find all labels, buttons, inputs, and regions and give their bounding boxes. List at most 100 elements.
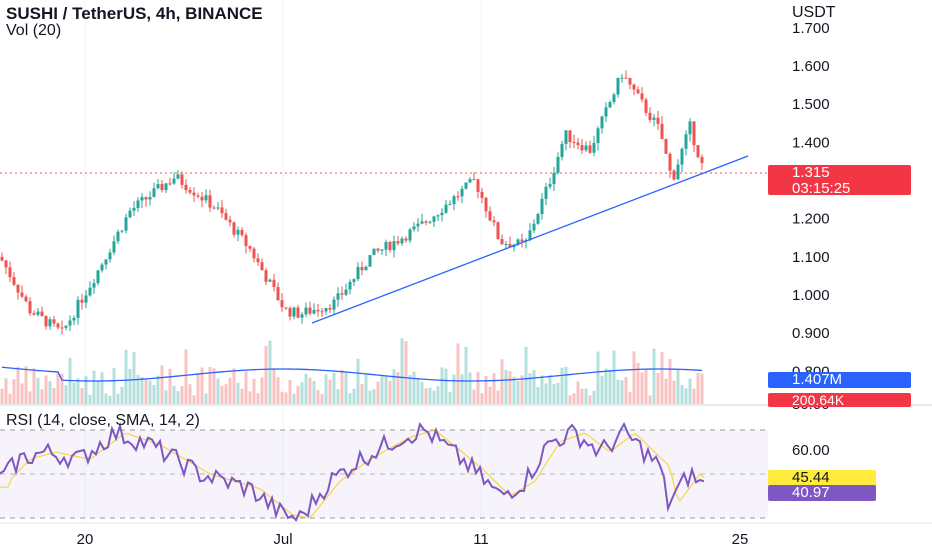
volume-bar: [264, 345, 268, 404]
volume-bar: [400, 338, 404, 404]
volume-bar: [624, 377, 628, 404]
candle-body: [252, 248, 256, 259]
chart-title[interactable]: SUSHI / TetherUS, 4h, BINANCE: [6, 4, 263, 23]
candle-body: [48, 319, 52, 327]
candle-body: [64, 325, 68, 328]
candle-body: [16, 284, 20, 293]
candle-body: [336, 293, 340, 300]
volume-bar: [156, 375, 160, 404]
volume-bar: [508, 371, 512, 404]
candle-body: [320, 311, 324, 313]
volume-bar: [184, 349, 188, 404]
candle-body: [664, 139, 668, 154]
volume-bar: [360, 384, 364, 404]
price-tick-label: 1.100: [792, 249, 830, 266]
volume-bar: [204, 393, 208, 404]
volume-bar: [496, 390, 500, 404]
candle-body: [480, 191, 484, 198]
volume-bar: [16, 366, 20, 404]
volume-bar: [312, 381, 316, 404]
volume-bar: [80, 388, 84, 404]
volume-bar: [676, 369, 680, 404]
candle-body: [304, 307, 308, 315]
volume-bar: [616, 379, 620, 404]
candle-body: [68, 320, 72, 326]
candle-body: [128, 210, 132, 218]
candle-body: [632, 84, 636, 90]
candle-body: [540, 198, 544, 215]
candle-body: [436, 215, 440, 217]
candle-body: [404, 238, 408, 241]
volume-bar: [212, 368, 216, 404]
candle-body: [160, 184, 164, 191]
volume-bar: [420, 381, 424, 404]
candle-body: [324, 308, 328, 312]
candle-body: [116, 231, 120, 242]
volume-bar: [456, 343, 460, 404]
volume-bar: [196, 374, 200, 404]
candle-body: [32, 313, 36, 315]
volume-ma-tag: 1.407M: [768, 372, 911, 388]
volume-bar: [580, 388, 584, 404]
volume-bar: [104, 393, 108, 404]
volume-bar: [188, 384, 192, 404]
candle-body: [388, 241, 392, 251]
volume-bar: [60, 373, 64, 404]
volume-bar: [288, 380, 292, 404]
volume-bar: [644, 369, 648, 404]
volume-indicator-label[interactable]: Vol (20): [6, 22, 62, 39]
candle-body: [364, 266, 368, 271]
candle-body: [460, 188, 464, 197]
volume-bar: [504, 369, 508, 404]
volume-bar: [484, 375, 488, 404]
candle-body: [188, 190, 192, 193]
volume-bar: [428, 387, 432, 404]
rsi-value-tag: 40.97: [768, 485, 876, 501]
candle-body: [384, 241, 388, 250]
candle-body: [356, 267, 360, 280]
volume-bar: [276, 377, 280, 404]
candle-body: [328, 308, 332, 310]
volume-bar: [160, 365, 164, 404]
candle-body: [120, 230, 124, 232]
candle-body: [416, 223, 420, 227]
candle-body: [204, 195, 208, 201]
volume-bar: [52, 388, 56, 404]
volume-bar: [408, 374, 412, 404]
volume-bar: [492, 373, 496, 404]
candle-body: [256, 258, 260, 263]
volume-bar: [64, 385, 68, 404]
candle-body: [656, 117, 660, 124]
candle-body: [168, 183, 172, 185]
candle-body: [104, 259, 108, 265]
volume-bar: [100, 372, 104, 404]
candle-body: [428, 221, 432, 223]
volume-bar: [56, 373, 60, 404]
volume-bar: [620, 380, 624, 404]
rsi-tick-label: 60.00: [792, 442, 830, 459]
volume-bar: [240, 388, 244, 404]
candle-body: [652, 117, 656, 120]
candle-body: [372, 248, 376, 256]
candle-body: [496, 222, 500, 240]
last-price-tag: 1.315 03:15:25: [768, 165, 911, 197]
candle-body: [344, 289, 348, 295]
volume-bar: [236, 382, 240, 404]
candle-body: [544, 186, 548, 199]
volume-tag: 200.64K: [768, 393, 911, 407]
volume-bar: [396, 372, 400, 404]
candle-body: [228, 219, 232, 223]
volume-bar: [688, 378, 692, 404]
volume-bar: [144, 379, 148, 404]
candle-body: [668, 153, 672, 171]
volume-bar: [684, 388, 688, 404]
candle-body: [96, 270, 100, 284]
candle-body: [692, 121, 696, 146]
volume-bar: [612, 350, 616, 404]
volume-bar: [472, 389, 476, 404]
volume-bar: [564, 366, 568, 404]
volume-bar: [412, 371, 416, 404]
volume-bar: [524, 346, 528, 404]
rsi-indicator-label[interactable]: RSI (14, close, SMA, 14, 2): [6, 412, 200, 429]
